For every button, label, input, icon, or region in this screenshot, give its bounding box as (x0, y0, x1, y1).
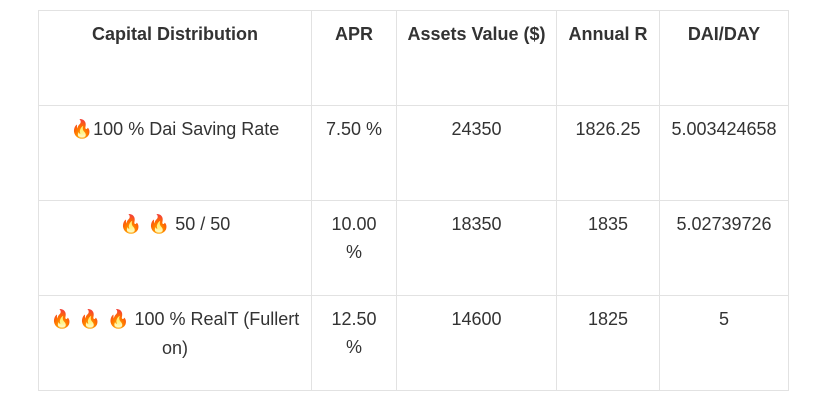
fire-icon: 🔥 🔥 🔥 (50, 309, 130, 330)
header-assets-value: Assets Value ($) (396, 10, 557, 106)
fire-icon: 🔥 🔥 (119, 214, 171, 235)
distribution-label: 100 % RealT (Fullerton) (134, 309, 300, 358)
cell-apr: 10.00 % (311, 200, 397, 296)
cell-distribution: 🔥100 % Dai Saving Rate (38, 105, 312, 201)
cell-annual-r: 1835 (556, 200, 660, 296)
cell-apr: 7.50 % (311, 105, 397, 201)
cell-assets-value: 18350 (396, 200, 557, 296)
table-row: 🔥 🔥 🔥 100 % RealT (Fullerton) 12.50 % 14… (38, 295, 789, 391)
cell-annual-r: 1826.25 (556, 105, 660, 201)
cell-distribution: 🔥 🔥 50 / 50 (38, 200, 312, 296)
header-annual-r: Annual R (556, 10, 660, 106)
header-apr: APR (311, 10, 397, 106)
header-dai-per-day: DAI/DAY (659, 10, 789, 106)
table-container: Capital Distribution APR Assets Value ($… (38, 10, 789, 391)
cell-dai-per-day: 5.003424658 (659, 105, 789, 201)
capital-distribution-table: Capital Distribution APR Assets Value ($… (38, 10, 789, 391)
cell-distribution: 🔥 🔥 🔥 100 % RealT (Fullerton) (38, 295, 312, 391)
table-row: 🔥 🔥 50 / 50 10.00 % 18350 1835 5.0273972… (38, 200, 789, 296)
cell-dai-per-day: 5.02739726 (659, 200, 789, 296)
cell-annual-r: 1825 (556, 295, 660, 391)
cell-assets-value: 24350 (396, 105, 557, 201)
fire-icon: 🔥 (70, 119, 94, 140)
cell-dai-per-day: 5 (659, 295, 789, 391)
table-header-row: Capital Distribution APR Assets Value ($… (38, 10, 789, 106)
table-row: 🔥100 % Dai Saving Rate 7.50 % 24350 1826… (38, 105, 789, 201)
distribution-label: 100 % Dai Saving Rate (93, 119, 280, 139)
header-capital-distribution: Capital Distribution (38, 10, 312, 106)
distribution-label: 50 / 50 (175, 214, 231, 234)
cell-assets-value: 14600 (396, 295, 557, 391)
cell-apr: 12.50 % (311, 295, 397, 391)
